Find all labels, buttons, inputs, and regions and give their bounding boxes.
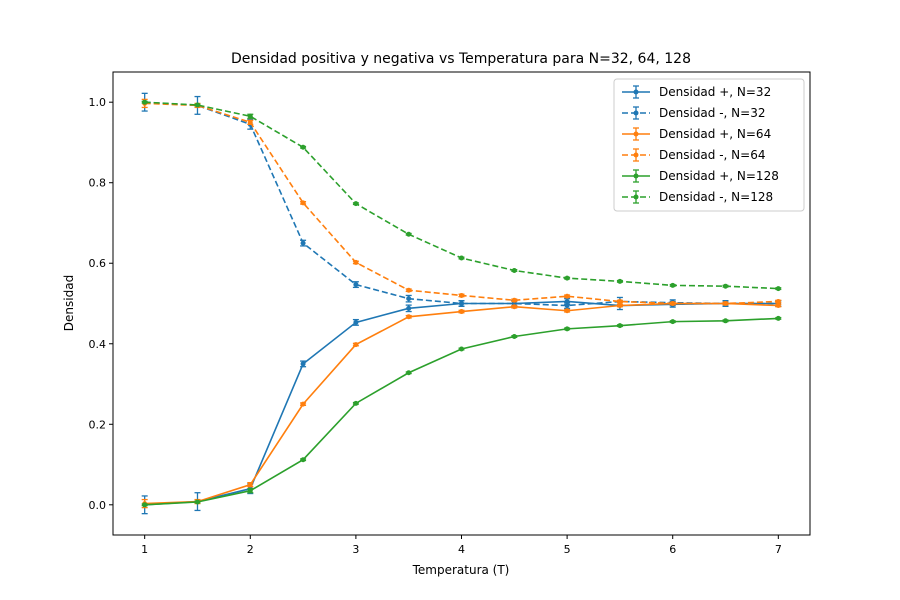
x-tick-label: 1 xyxy=(141,543,148,556)
legend-marker xyxy=(633,131,639,137)
data-point xyxy=(353,400,359,406)
data-point xyxy=(142,99,148,105)
data-point xyxy=(353,282,359,288)
legend-item: Densidad -, N=32 xyxy=(622,106,765,120)
data-point xyxy=(564,303,570,309)
data-point xyxy=(564,326,570,332)
y-tick-label: 0.6 xyxy=(89,257,107,270)
plot-area xyxy=(141,92,782,515)
legend-item: Densidad -, N=64 xyxy=(622,148,765,162)
data-point xyxy=(194,102,200,108)
legend-item: Densidad +, N=64 xyxy=(622,127,771,141)
data-point xyxy=(194,499,200,505)
data-point xyxy=(564,293,570,299)
data-point xyxy=(617,323,623,329)
data-point xyxy=(353,201,359,207)
y-tick-label: 0.4 xyxy=(89,338,107,351)
data-point xyxy=(511,297,517,303)
legend-label: Densidad -, N=32 xyxy=(659,106,765,120)
data-point xyxy=(511,334,517,340)
data-point xyxy=(617,278,623,284)
legend-item: Densidad -, N=128 xyxy=(622,190,773,204)
legend-box xyxy=(613,78,805,212)
data-point xyxy=(459,292,464,298)
x-tick-label: 6 xyxy=(669,543,676,556)
y-axis-label: Densidad xyxy=(62,275,76,331)
x-tick-label: 4 xyxy=(458,543,465,556)
y-tick-label: 0.8 xyxy=(89,177,107,190)
legend-marker xyxy=(633,194,639,200)
data-point xyxy=(300,144,306,150)
legend-label: Densidad +, N=128 xyxy=(659,169,779,183)
data-point xyxy=(247,113,253,119)
legend-label: Densidad +, N=32 xyxy=(659,85,771,99)
data-point xyxy=(406,314,412,320)
data-point xyxy=(459,309,464,315)
x-tick-label: 5 xyxy=(564,543,571,556)
legend-item: Densidad +, N=128 xyxy=(622,169,779,183)
data-point xyxy=(617,298,623,304)
data-point xyxy=(353,319,359,325)
legend-marker xyxy=(633,89,639,95)
x-axis-label: Temperatura (T) xyxy=(412,563,510,577)
data-point xyxy=(300,457,306,463)
data-point xyxy=(723,301,729,306)
y-tick-label: 1.0 xyxy=(89,96,107,109)
data-point xyxy=(406,296,412,302)
x-tick-label: 7 xyxy=(775,543,782,556)
data-point xyxy=(670,319,676,325)
data-point xyxy=(247,119,253,125)
data-point xyxy=(406,370,412,376)
data-point xyxy=(670,301,676,306)
legend-label: Densidad +, N=64 xyxy=(659,127,771,141)
data-point xyxy=(247,482,253,488)
data-point xyxy=(511,304,517,310)
data-point xyxy=(564,308,570,314)
data-point xyxy=(459,301,464,306)
data-point xyxy=(511,267,517,273)
data-point xyxy=(300,240,306,246)
data-point xyxy=(617,303,623,309)
series-6 xyxy=(141,99,782,292)
y-tick-label: 0.2 xyxy=(89,418,107,431)
data-point xyxy=(723,283,729,289)
data-point xyxy=(406,231,412,237)
x-tick-label: 3 xyxy=(352,543,359,556)
data-point xyxy=(406,305,412,311)
data-point xyxy=(564,275,570,281)
series-4 xyxy=(141,98,782,306)
legend-label: Densidad -, N=128 xyxy=(659,190,773,204)
data-point xyxy=(300,401,306,407)
data-point xyxy=(723,318,729,324)
data-point xyxy=(670,282,676,288)
legend-label: Densidad -, N=64 xyxy=(659,148,765,162)
data-point xyxy=(247,488,253,494)
x-axis: 1 2 3 4 5 6 7 xyxy=(141,535,782,556)
y-tick-label: 0.0 xyxy=(89,499,107,512)
legend-marker xyxy=(633,110,639,116)
series-5 xyxy=(141,315,782,508)
data-point xyxy=(775,298,781,304)
data-point xyxy=(775,303,781,309)
legend-marker xyxy=(633,173,639,179)
y-axis: 0.0 0.2 0.4 0.6 0.8 1.0 xyxy=(89,96,113,512)
data-point xyxy=(353,259,359,265)
data-point xyxy=(459,255,464,261)
data-point xyxy=(459,346,464,352)
x-tick-label: 2 xyxy=(247,543,254,556)
chart-title: Densidad positiva y negativa vs Temperat… xyxy=(231,51,691,67)
data-point xyxy=(775,315,781,321)
legend-marker xyxy=(633,152,639,158)
legend: Densidad +, N=32 Densidad -, N=32 Densidad… xyxy=(613,78,805,212)
data-point xyxy=(142,502,148,508)
data-point xyxy=(406,287,412,293)
data-point xyxy=(353,342,359,348)
legend-item: Densidad +, N=32 xyxy=(622,85,771,99)
data-point xyxy=(300,361,306,367)
data-point xyxy=(300,200,306,206)
data-point xyxy=(775,286,781,292)
